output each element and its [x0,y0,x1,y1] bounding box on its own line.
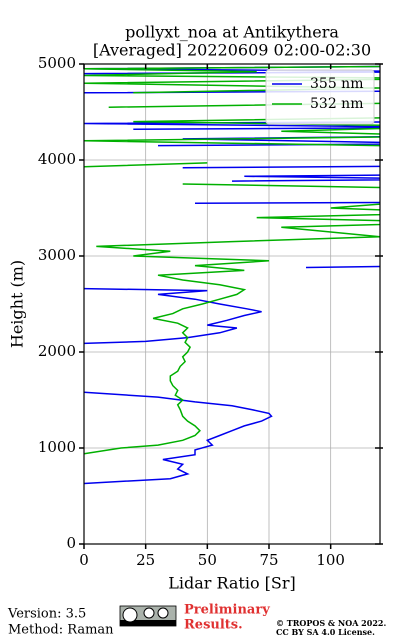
y-tick-label: 0 [66,534,76,552]
license-badge [119,605,177,627]
plot-area [83,63,380,545]
chart-title: pollyxt_noa at Antikythera [125,23,339,42]
y-tick-label: 1000 [38,438,76,456]
legend-label: 532 nm [310,96,363,112]
chart-subtitle: [Averaged] 20220609 02:00-02:30 [93,41,371,60]
y-tick-label: 3000 [38,246,76,264]
copyright: CC BY SA 4.0 License. [276,627,375,637]
y-axis-label: Height (m) [8,260,27,348]
y-tick-label: 4000 [38,150,76,168]
legend-label: 355 nm [310,76,363,92]
y-tick-label: 2000 [38,342,76,360]
y-tick-label: 5000 [38,54,76,72]
x-tick-label: 25 [136,551,155,569]
series-line [84,65,380,455]
method: Method: Raman [8,623,114,638]
copyright: © TROPOS & NOA 2022. [276,618,386,628]
x-tick-label: 100 [316,551,345,569]
status: Results. [184,618,243,633]
x-tick-label: 75 [259,551,278,569]
x-tick-label: 50 [198,551,217,569]
legend: 355 nm 532 nm [265,69,375,125]
version: Version: 3.5 [7,607,86,622]
x-axis-label: Lidar Ratio [Sr] [168,574,296,593]
plot-frame [83,63,381,545]
x-tick-label: 0 [79,551,89,569]
status: Preliminary [184,603,270,618]
